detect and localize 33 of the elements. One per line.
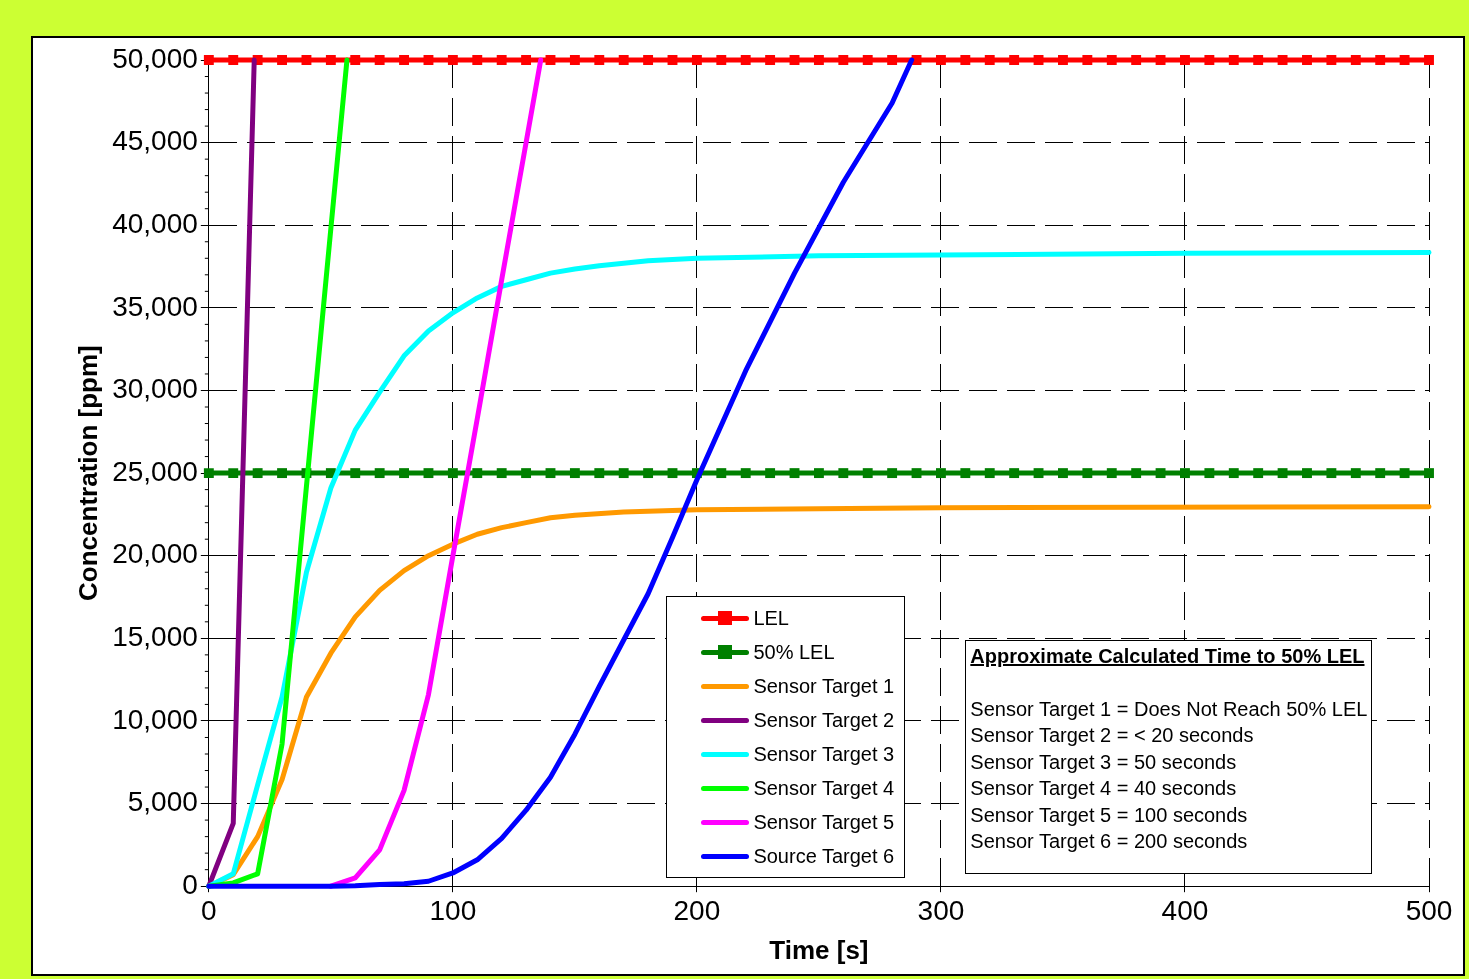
- legend-label: Sensor Target 2: [753, 708, 895, 732]
- y-tick-label: 50,000: [112, 42, 198, 74]
- y-tick-label: 35,000: [112, 290, 198, 322]
- legend-label: Sensor Target 4: [753, 776, 895, 800]
- legend-label: 50% LEL: [753, 640, 835, 664]
- annotation: Sensor Target 2 = < 20 seconds: [970, 723, 1255, 749]
- annotation: Approximate Calculated Time to 50% LEL: [970, 644, 1366, 670]
- y-tick-label: 20,000: [112, 538, 198, 570]
- annotation: Sensor Target 3 = 50 seconds: [970, 749, 1238, 775]
- legend-label: Sensor Target 1: [753, 674, 895, 698]
- x-tick-label: 300: [917, 894, 965, 926]
- annotation: Sensor Target 1 = Does Not Reach 50% LEL: [970, 696, 1368, 722]
- x-tick-label: 500: [1405, 894, 1453, 926]
- y-tick-label: 10,000: [112, 703, 198, 735]
- legend-label: Sensor Target 3: [753, 742, 895, 766]
- y-tick-label: 15,000: [112, 621, 198, 653]
- x-tick-label: 400: [1161, 894, 1209, 926]
- legend-label: Sensor Target 5: [753, 810, 895, 834]
- legend-label: Source Target 6: [753, 844, 895, 868]
- legend-label: LEL: [753, 606, 789, 630]
- y-tick-label: 30,000: [112, 373, 198, 405]
- annotation: Sensor Target 4 = 40 seconds: [970, 776, 1238, 802]
- y-tick-label: 5,000: [127, 786, 198, 818]
- y-axis-title: Concentration [ppm]: [72, 345, 103, 601]
- y-tick-label: 25,000: [112, 455, 198, 487]
- x-axis-title: Time [s]: [769, 934, 869, 965]
- y-tick-label: 0: [182, 868, 198, 900]
- annotation: Sensor Target 6 = 200 seconds: [970, 829, 1249, 855]
- annotation: Sensor Target 5 = 100 seconds: [970, 802, 1249, 828]
- y-tick-label: 40,000: [112, 207, 198, 239]
- y-tick-label: 45,000: [112, 125, 198, 157]
- x-tick-label: 200: [673, 894, 721, 926]
- x-tick-label: 100: [429, 894, 477, 926]
